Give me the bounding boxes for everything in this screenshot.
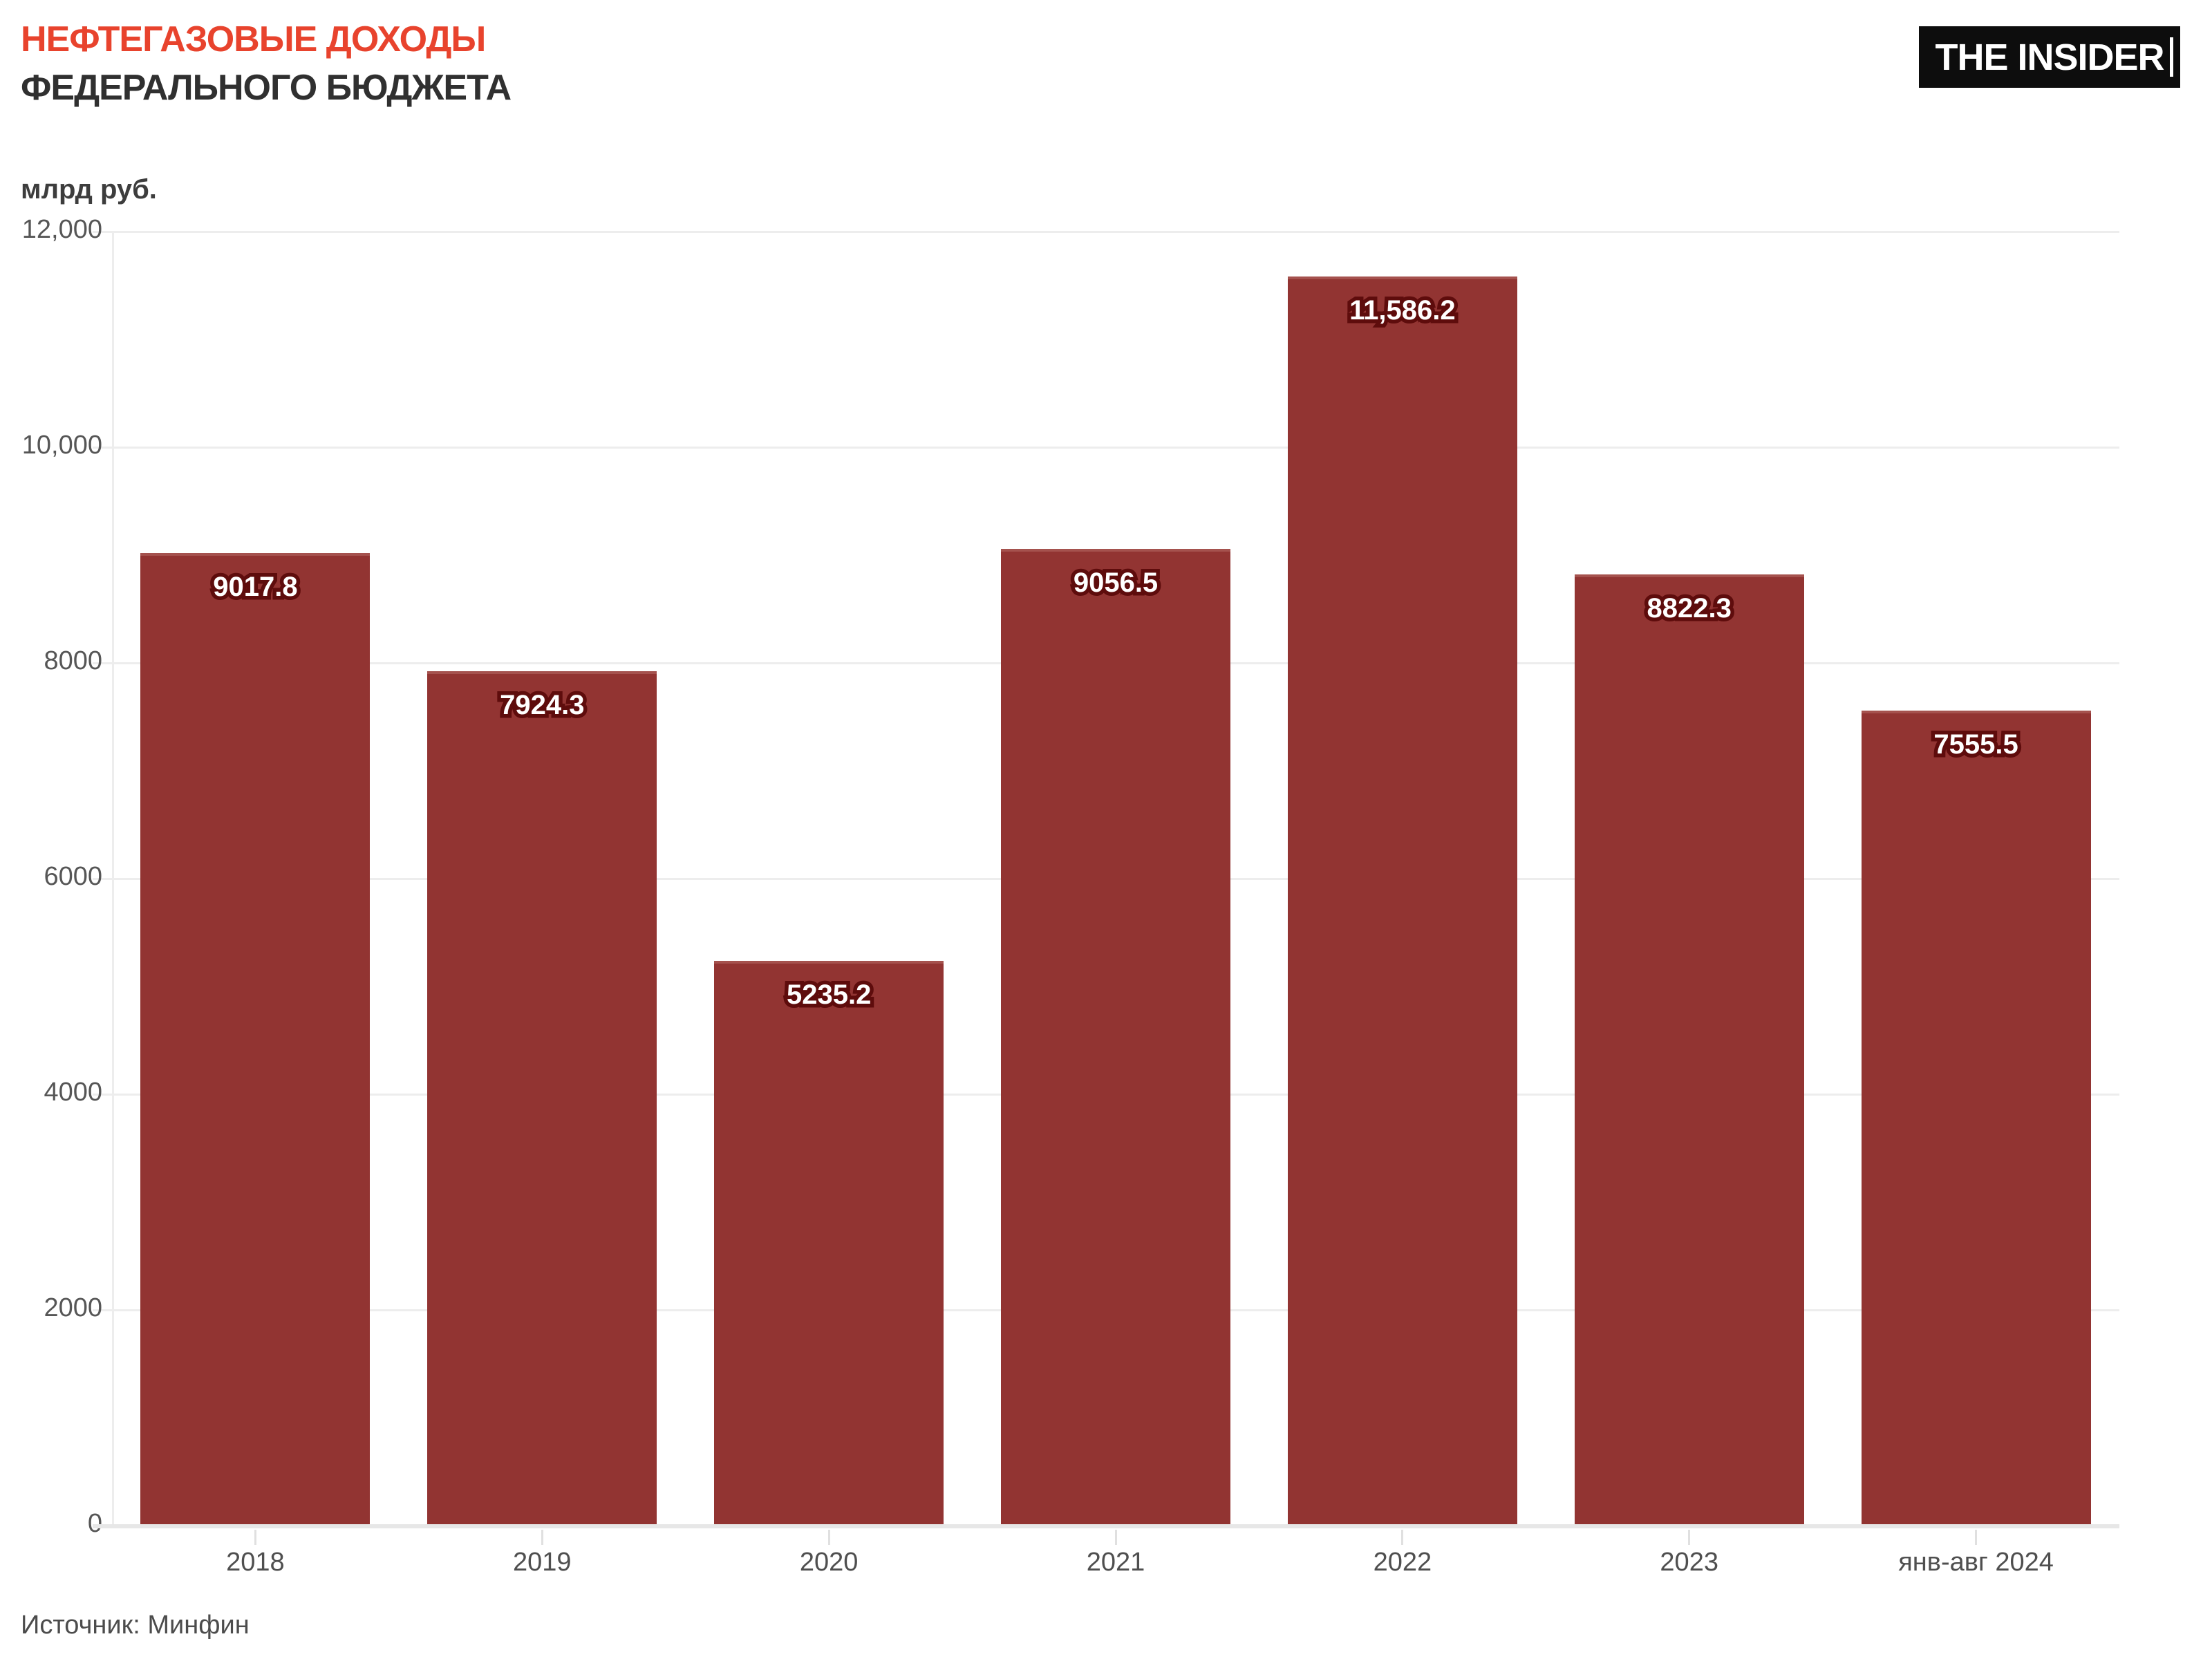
y-tick-label: 6000: [44, 862, 102, 891]
bar-value-label: 5235.2 5235.2: [714, 976, 944, 1014]
x-axis-tick: [827, 1530, 830, 1545]
bar-value-text: 5235.2: [786, 980, 872, 1011]
y-tick-label: 2000: [44, 1293, 102, 1322]
x-axis-tick: [1401, 1530, 1404, 1545]
y-axis-unit-label: млрд руб.: [21, 174, 157, 205]
bar-value-text: 9056.5: [1073, 568, 1159, 599]
bar-value-label: 9056.5 9056.5: [1001, 564, 1230, 602]
bar-value-label: 8822.3 8822.3: [1575, 589, 1804, 627]
x-axis-tick: [541, 1530, 543, 1545]
title-line-1: НЕФТЕГАЗОВЫЕ ДОХОДЫ: [21, 19, 486, 59]
bar: [1861, 711, 2091, 1526]
gridline: [93, 231, 2119, 233]
y-tick-label: 12,000: [21, 215, 102, 244]
source-note: Источник: Минфин: [21, 1611, 250, 1640]
title-line-2: ФЕДЕРАЛЬНОГО БЮДЖЕТА: [21, 68, 512, 108]
bar-value-outline: 8822.3: [1643, 589, 1735, 627]
y-tick-label: 10,000: [21, 431, 102, 460]
y-tick-label: 4000: [44, 1078, 102, 1107]
chart-title: НЕФТЕГАЗОВЫЕ ДОХОДЫ ФЕДЕРАЛЬНОГО БЮДЖЕТА: [21, 15, 512, 112]
bar: [1574, 574, 1804, 1526]
x-axis-tick: [1975, 1530, 1978, 1545]
the-insider-logo: THE INSIDER: [1919, 26, 2180, 88]
x-axis-label: 2018: [226, 1548, 285, 1577]
bar-value-label: 9017.8 9017.8: [140, 568, 370, 606]
bar-value-text: 11,586.2: [1349, 294, 1456, 326]
bar: [1287, 276, 1517, 1526]
x-axis-baseline: [93, 1524, 2119, 1528]
y-axis-line: [112, 232, 114, 1526]
bar: [714, 961, 944, 1526]
y-tick-label: 8000: [44, 646, 102, 675]
bar-value-text: 8822.3: [1647, 592, 1732, 624]
bar: [140, 553, 371, 1526]
bar-value-outline: 11,586.2: [1346, 291, 1460, 329]
x-axis-tick: [1688, 1530, 1691, 1545]
bar-value-label: 11,586.2 11,586.2: [1288, 291, 1517, 329]
bar-value-outline: 9017.8: [209, 568, 301, 606]
gridline: [93, 447, 2119, 449]
x-axis-label: 2019: [512, 1548, 572, 1577]
bar-value-label: 7555.5 7555.5: [1862, 726, 2091, 764]
bar-value-outline: 7924.3: [496, 686, 588, 724]
bar-value-outline: 7555.5: [1930, 726, 2022, 764]
x-axis-label: янв-авг 2024: [1898, 1548, 2054, 1577]
bar: [427, 671, 657, 1526]
bar-value-label: 7924.3 7924.3: [427, 686, 657, 724]
x-axis-label: 2023: [1660, 1548, 1718, 1577]
bar-value-text: 7555.5: [1933, 729, 2018, 760]
x-axis-label: 2022: [1373, 1548, 1432, 1577]
bar-value-text: 9017.8: [213, 572, 298, 603]
bar-value-outline: 5235.2: [782, 976, 874, 1014]
logo-cursor-bar: [2170, 37, 2173, 77]
x-axis-tick: [1114, 1530, 1117, 1545]
x-axis-tick: [254, 1530, 256, 1545]
x-axis-label: 2020: [799, 1548, 859, 1577]
bar: [1001, 549, 1230, 1526]
y-tick-label: 0: [87, 1509, 102, 1538]
x-axis-label: 2021: [1086, 1548, 1145, 1577]
bar-value-outline: 9056.5: [1069, 564, 1161, 602]
logo-text: THE INSIDER: [1935, 36, 2164, 78]
bar-value-text: 7924.3: [500, 689, 585, 720]
